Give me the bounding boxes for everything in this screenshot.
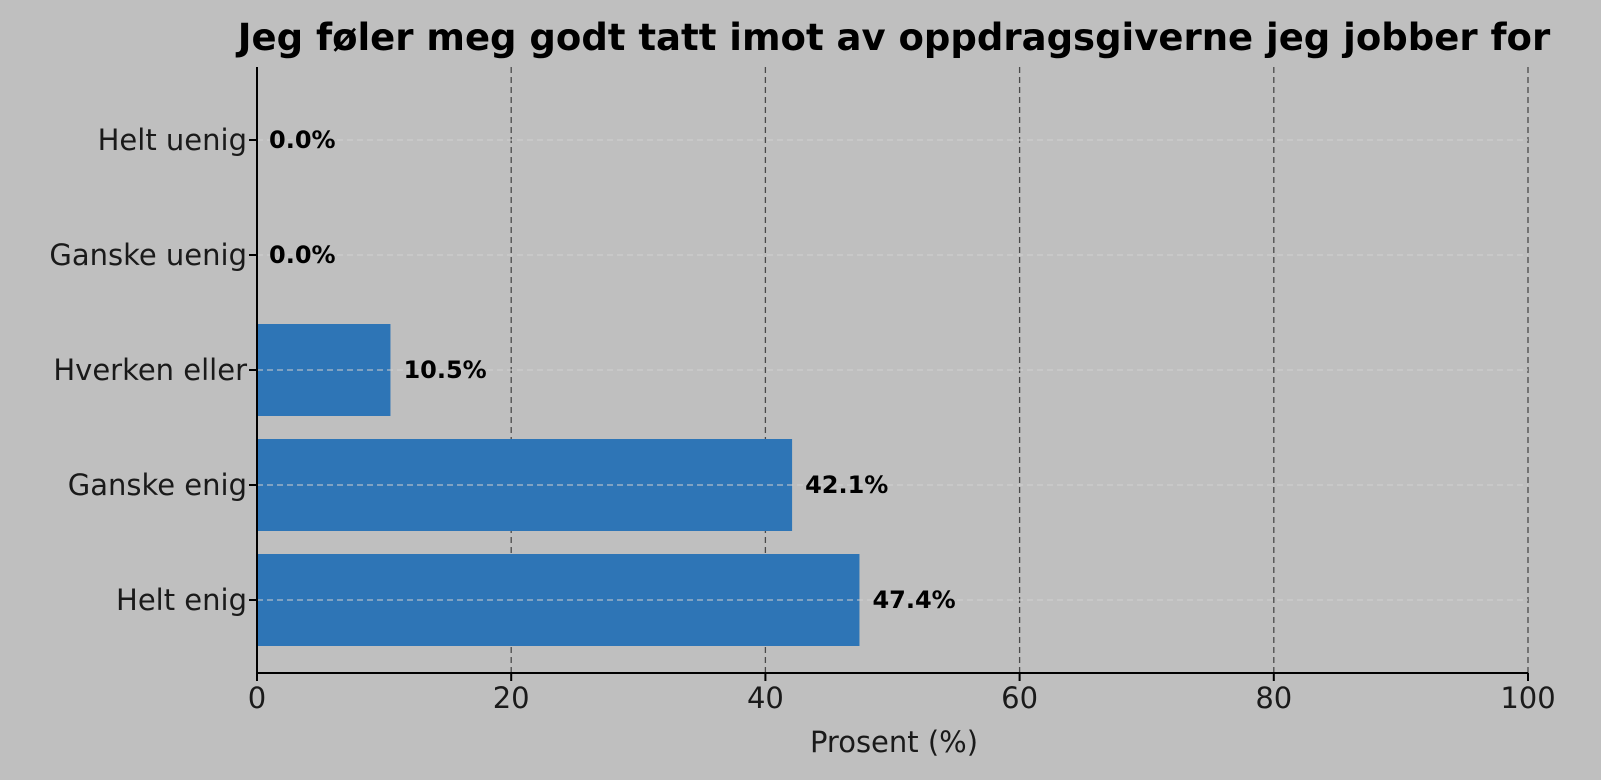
x-tick-label-0: 0 [248, 681, 266, 715]
x-tick-label-60: 60 [1001, 681, 1038, 715]
value-label-helt-enig: 47.4% [872, 586, 955, 614]
x-tick-label-40: 40 [747, 681, 784, 715]
category-label-ganske-uenig: Ganske uenig [49, 238, 247, 272]
category-label-hverken-eller: Hverken eller [53, 353, 247, 387]
category-label-helt-uenig: Helt uenig [98, 123, 247, 157]
x-axis-title: Prosent (%) [810, 725, 978, 759]
value-label-helt-uenig: 0.0% [269, 126, 336, 154]
value-label-ganske-enig: 42.1% [805, 471, 888, 499]
category-label-ganske-enig: Ganske enig [68, 468, 247, 502]
value-label-ganske-uenig: 0.0% [269, 241, 336, 269]
x-tick-label-100: 100 [1500, 681, 1555, 715]
category-label-helt-enig: Helt enig [116, 583, 247, 617]
x-tick-label-80: 80 [1255, 681, 1292, 715]
chart-title: Jeg føler meg godt tatt imot av oppdrags… [235, 16, 1551, 59]
x-tick-label-20: 20 [493, 681, 530, 715]
value-label-hverken-eller: 10.5% [403, 356, 486, 384]
